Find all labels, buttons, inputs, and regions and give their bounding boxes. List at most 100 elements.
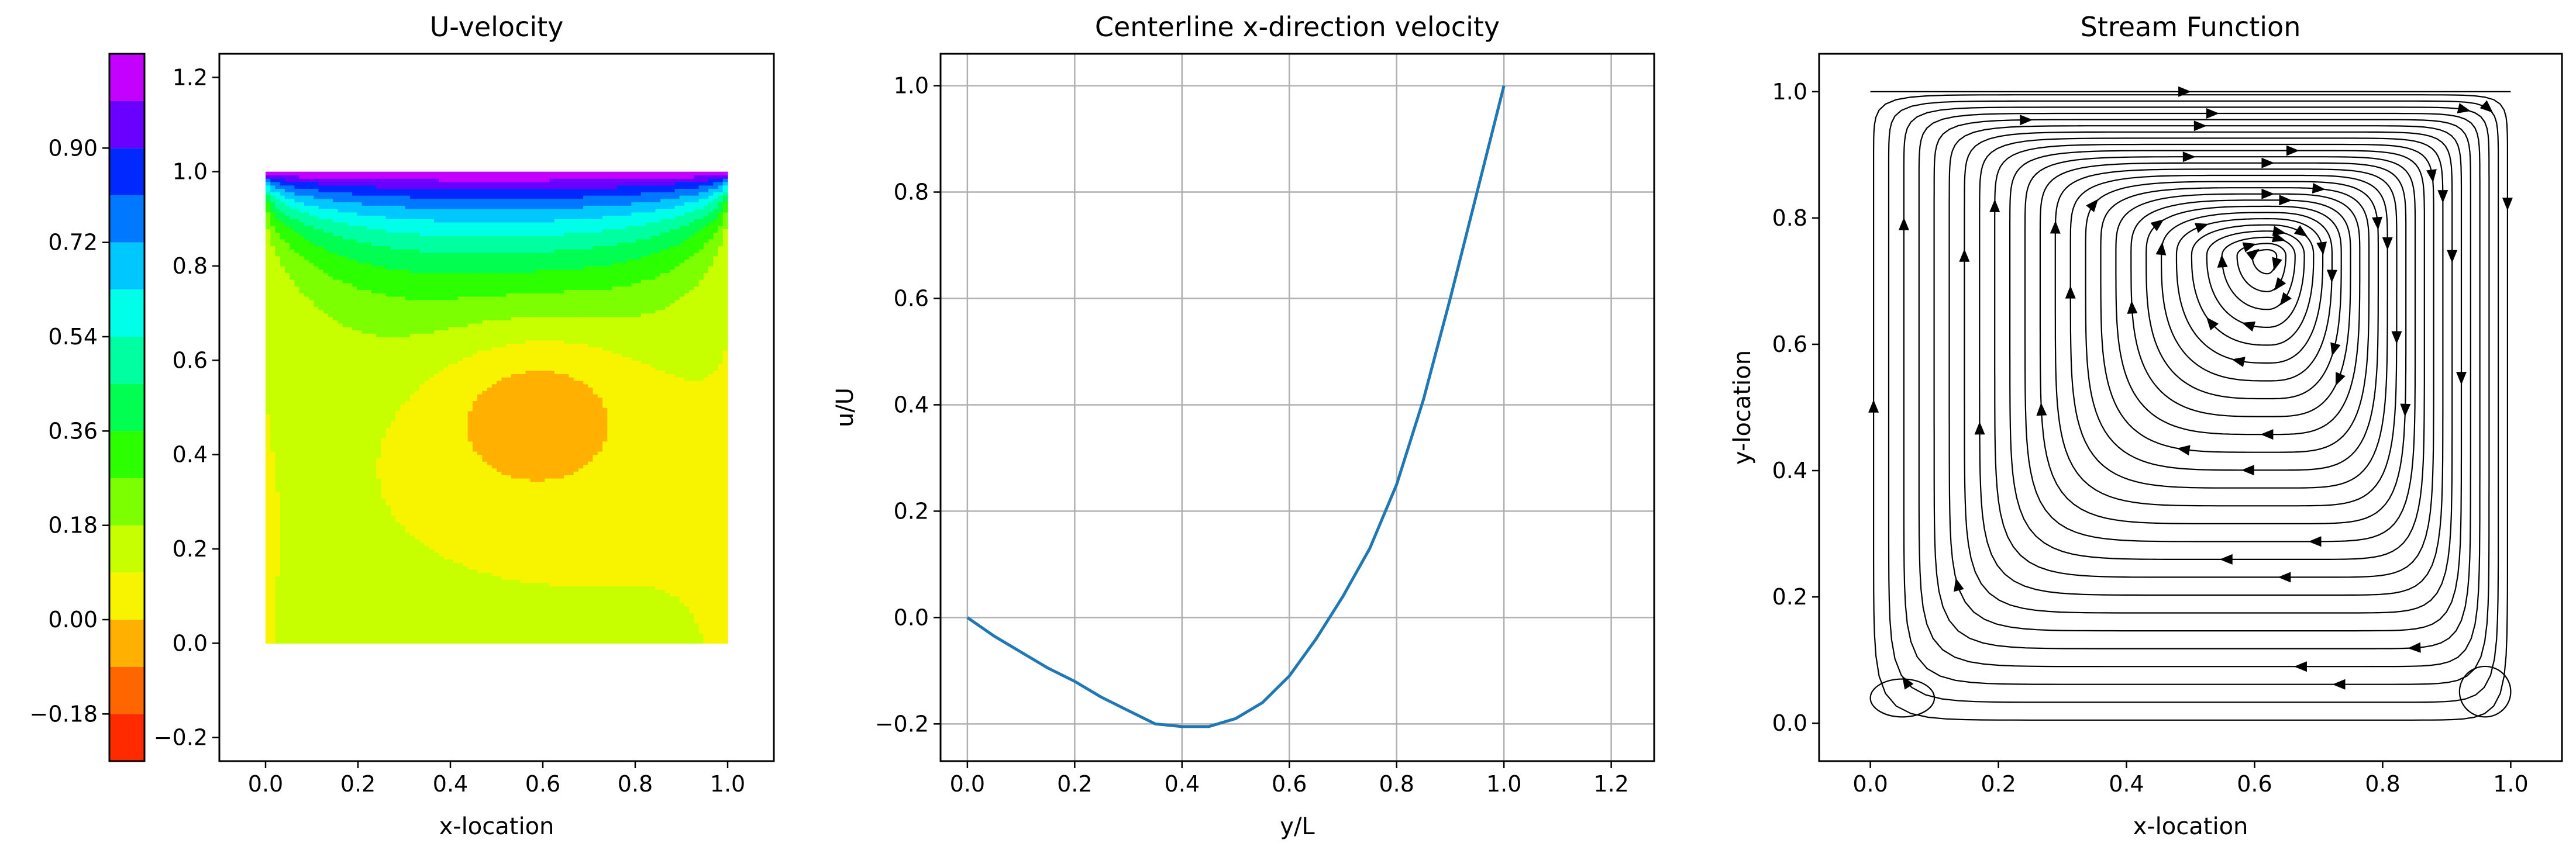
contour-cell bbox=[409, 377, 415, 381]
contour-cell bbox=[294, 616, 300, 620]
contour-cell bbox=[347, 437, 353, 442]
contour-cell bbox=[385, 306, 391, 310]
contour-cell bbox=[419, 400, 425, 405]
contour-cell bbox=[424, 552, 430, 557]
contour-cell bbox=[318, 572, 324, 576]
contour-cell bbox=[361, 444, 367, 448]
contour-cell bbox=[347, 205, 353, 209]
contour-cell bbox=[290, 360, 295, 364]
contour-cell bbox=[333, 481, 339, 486]
contour-cell bbox=[366, 202, 372, 206]
contour-cell bbox=[352, 276, 357, 280]
contour-cell bbox=[309, 421, 314, 425]
contour-cell bbox=[284, 444, 290, 448]
contour-cell bbox=[309, 464, 314, 469]
contour-cell bbox=[434, 613, 439, 617]
contour-cell bbox=[270, 592, 276, 597]
contour-cell bbox=[352, 337, 357, 341]
contour-cell bbox=[419, 262, 425, 267]
contour-cell bbox=[290, 337, 295, 341]
contour-cell bbox=[270, 198, 276, 203]
contour-cell bbox=[419, 387, 425, 391]
contour-cell bbox=[266, 391, 271, 395]
contour-cell bbox=[314, 640, 319, 644]
contour-cell bbox=[424, 559, 430, 563]
contour-cell bbox=[304, 630, 309, 634]
contour-cell bbox=[342, 387, 348, 391]
contour-cell bbox=[284, 205, 290, 209]
contour-cell bbox=[275, 525, 281, 530]
contour-cell bbox=[400, 239, 406, 243]
contour-cell bbox=[371, 528, 377, 533]
contour-cell bbox=[342, 592, 348, 597]
contour-cell bbox=[361, 209, 367, 213]
contour-cell bbox=[304, 508, 309, 513]
contour-cell bbox=[323, 633, 329, 637]
contour-cell bbox=[328, 205, 333, 209]
contour-cell bbox=[342, 427, 348, 431]
contour-cell bbox=[405, 508, 411, 513]
contour-cell bbox=[280, 542, 285, 546]
contour-cell bbox=[400, 508, 406, 513]
contour-cell bbox=[314, 404, 319, 408]
contour-cell bbox=[390, 252, 396, 257]
contour-cell bbox=[361, 387, 367, 391]
contour-cell bbox=[424, 242, 430, 247]
contour-cell bbox=[371, 458, 377, 462]
contour-cell bbox=[409, 521, 415, 526]
contour-cell bbox=[419, 444, 425, 448]
contour-cell bbox=[409, 400, 415, 405]
contour-cell bbox=[405, 521, 411, 526]
contour-cell bbox=[357, 293, 363, 297]
contour-cell bbox=[424, 431, 430, 435]
contour-cell bbox=[415, 552, 420, 557]
contour-cell bbox=[347, 565, 353, 570]
contour-cell bbox=[318, 481, 324, 486]
contour-cell bbox=[429, 370, 435, 374]
contour-cell bbox=[381, 542, 387, 546]
contour-cell bbox=[400, 434, 406, 438]
contour-cell bbox=[347, 505, 353, 509]
contour-cell bbox=[280, 555, 285, 559]
contour-cell bbox=[409, 431, 415, 435]
contour-cell bbox=[405, 461, 411, 465]
contour-cell bbox=[284, 219, 290, 223]
contour-cell bbox=[342, 340, 348, 344]
contour-cell bbox=[275, 552, 281, 557]
contour-cell bbox=[266, 424, 271, 429]
contour-cell bbox=[419, 492, 425, 496]
contour-cell bbox=[415, 391, 420, 395]
contour-cell bbox=[390, 549, 396, 553]
contour-cell bbox=[266, 528, 271, 533]
contour-cell bbox=[429, 404, 435, 408]
contour-cell bbox=[266, 198, 271, 203]
contour-cell bbox=[280, 252, 285, 257]
contour-cell bbox=[429, 488, 435, 492]
contour-cell bbox=[284, 512, 290, 516]
contour-cell bbox=[347, 380, 353, 385]
contour-cell bbox=[290, 505, 295, 509]
contour-cell bbox=[381, 391, 387, 395]
contour-cell bbox=[400, 623, 406, 627]
contour-cell bbox=[275, 393, 281, 398]
contour-cell bbox=[357, 481, 363, 486]
contour-cell bbox=[290, 195, 295, 199]
contour-cell bbox=[270, 492, 276, 496]
contour-cell bbox=[385, 586, 391, 590]
contour-cell bbox=[385, 323, 391, 327]
contour-cell bbox=[385, 272, 391, 277]
contour-cell bbox=[309, 181, 314, 186]
contour-cell bbox=[275, 397, 281, 402]
contour-cell bbox=[314, 545, 319, 550]
contour-cell bbox=[270, 370, 276, 374]
contour-cell bbox=[409, 353, 415, 358]
contour-cell bbox=[270, 559, 276, 563]
contour-cell bbox=[342, 609, 348, 614]
contour-cell bbox=[409, 421, 415, 425]
contour-cell bbox=[395, 458, 401, 462]
contour-cell bbox=[347, 242, 353, 247]
contour-cell bbox=[390, 437, 396, 442]
contour-cell bbox=[419, 613, 425, 617]
contour-cell bbox=[323, 185, 329, 189]
contour-cell bbox=[270, 427, 276, 431]
